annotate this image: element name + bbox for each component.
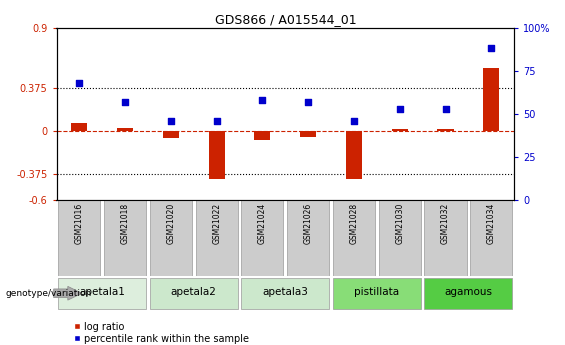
Text: genotype/variation: genotype/variation	[6, 289, 92, 298]
Bar	[254, 131, 271, 140]
Text: apetala3: apetala3	[262, 287, 308, 297]
Bar	[58, 200, 101, 276]
Bar	[379, 200, 421, 276]
Point	[258, 97, 267, 103]
Text: GSM21018: GSM21018	[121, 203, 129, 244]
Bar	[333, 200, 375, 276]
Point	[75, 80, 84, 86]
Bar	[470, 200, 512, 276]
Bar	[71, 123, 88, 131]
Bar	[300, 131, 316, 137]
Point	[304, 99, 313, 105]
Bar	[163, 131, 179, 138]
Point	[486, 46, 496, 51]
Point	[396, 106, 405, 111]
Bar	[117, 128, 133, 131]
Bar	[104, 200, 146, 276]
Point	[166, 118, 175, 124]
Text: GSM21028: GSM21028	[350, 203, 358, 244]
Text: GSM21030: GSM21030	[396, 203, 404, 244]
Point	[349, 118, 359, 124]
Bar	[208, 131, 225, 179]
Bar	[424, 278, 512, 309]
Text: GSM21022: GSM21022	[212, 203, 221, 244]
Point	[212, 118, 221, 124]
Bar	[346, 131, 362, 179]
Text: GSM21026: GSM21026	[304, 203, 312, 244]
Legend: log ratio, percentile rank within the sample: log ratio, percentile rank within the sa…	[73, 322, 249, 344]
Bar	[58, 278, 146, 309]
Title: GDS866 / A015544_01: GDS866 / A015544_01	[215, 13, 356, 27]
Point	[120, 99, 129, 105]
Bar	[241, 278, 329, 309]
Bar	[150, 200, 192, 276]
Bar	[333, 278, 421, 309]
Bar	[287, 200, 329, 276]
Bar	[424, 200, 467, 276]
Bar	[483, 68, 499, 131]
Text: apetala2: apetala2	[171, 287, 217, 297]
Bar	[392, 129, 408, 131]
Bar	[437, 129, 454, 131]
Bar	[150, 278, 238, 309]
Text: GSM21032: GSM21032	[441, 203, 450, 244]
Text: pistillata: pistillata	[354, 287, 399, 297]
Bar	[195, 200, 238, 276]
Point	[441, 106, 450, 111]
Bar	[241, 200, 284, 276]
Text: GSM21020: GSM21020	[167, 203, 175, 244]
Text: apetala1: apetala1	[79, 287, 125, 297]
Text: agamous: agamous	[445, 287, 492, 297]
Text: GSM21016: GSM21016	[75, 203, 84, 244]
Text: GSM21034: GSM21034	[487, 203, 496, 244]
Text: GSM21024: GSM21024	[258, 203, 267, 244]
